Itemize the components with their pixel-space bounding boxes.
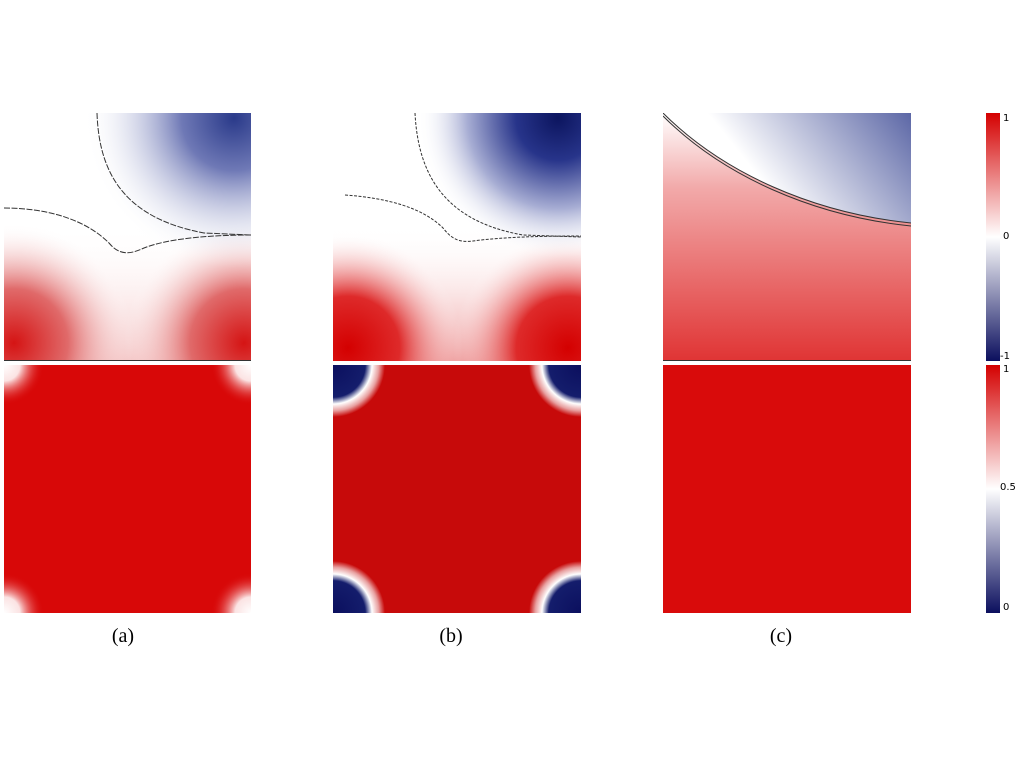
panel-c-bottom (663, 365, 911, 613)
panel-a-bottom (4, 365, 251, 613)
colorbar-bottom (986, 365, 1000, 613)
panel-c-top (663, 113, 911, 361)
colorbar-bottom-tick-mid: 0.5 (1000, 482, 1016, 493)
colorbar-top-tick-mid: 0 (1003, 231, 1010, 242)
caption-a: (a) (111, 625, 135, 647)
colorbar-bottom-tick-max: 1 (1003, 364, 1010, 375)
colorbar-top-tick-max: 1 (1003, 113, 1010, 124)
colorbar-top (986, 113, 1000, 361)
panel-a-top (4, 113, 251, 361)
panel-b-bottom (333, 365, 581, 613)
panel-b-top (333, 113, 581, 361)
caption-c: (c) (769, 625, 793, 647)
colorbar-bottom-tick-min: 0 (1003, 602, 1010, 613)
colorbar-top-tick-min: -1 (1000, 351, 1010, 362)
caption-b: (b) (439, 625, 463, 647)
